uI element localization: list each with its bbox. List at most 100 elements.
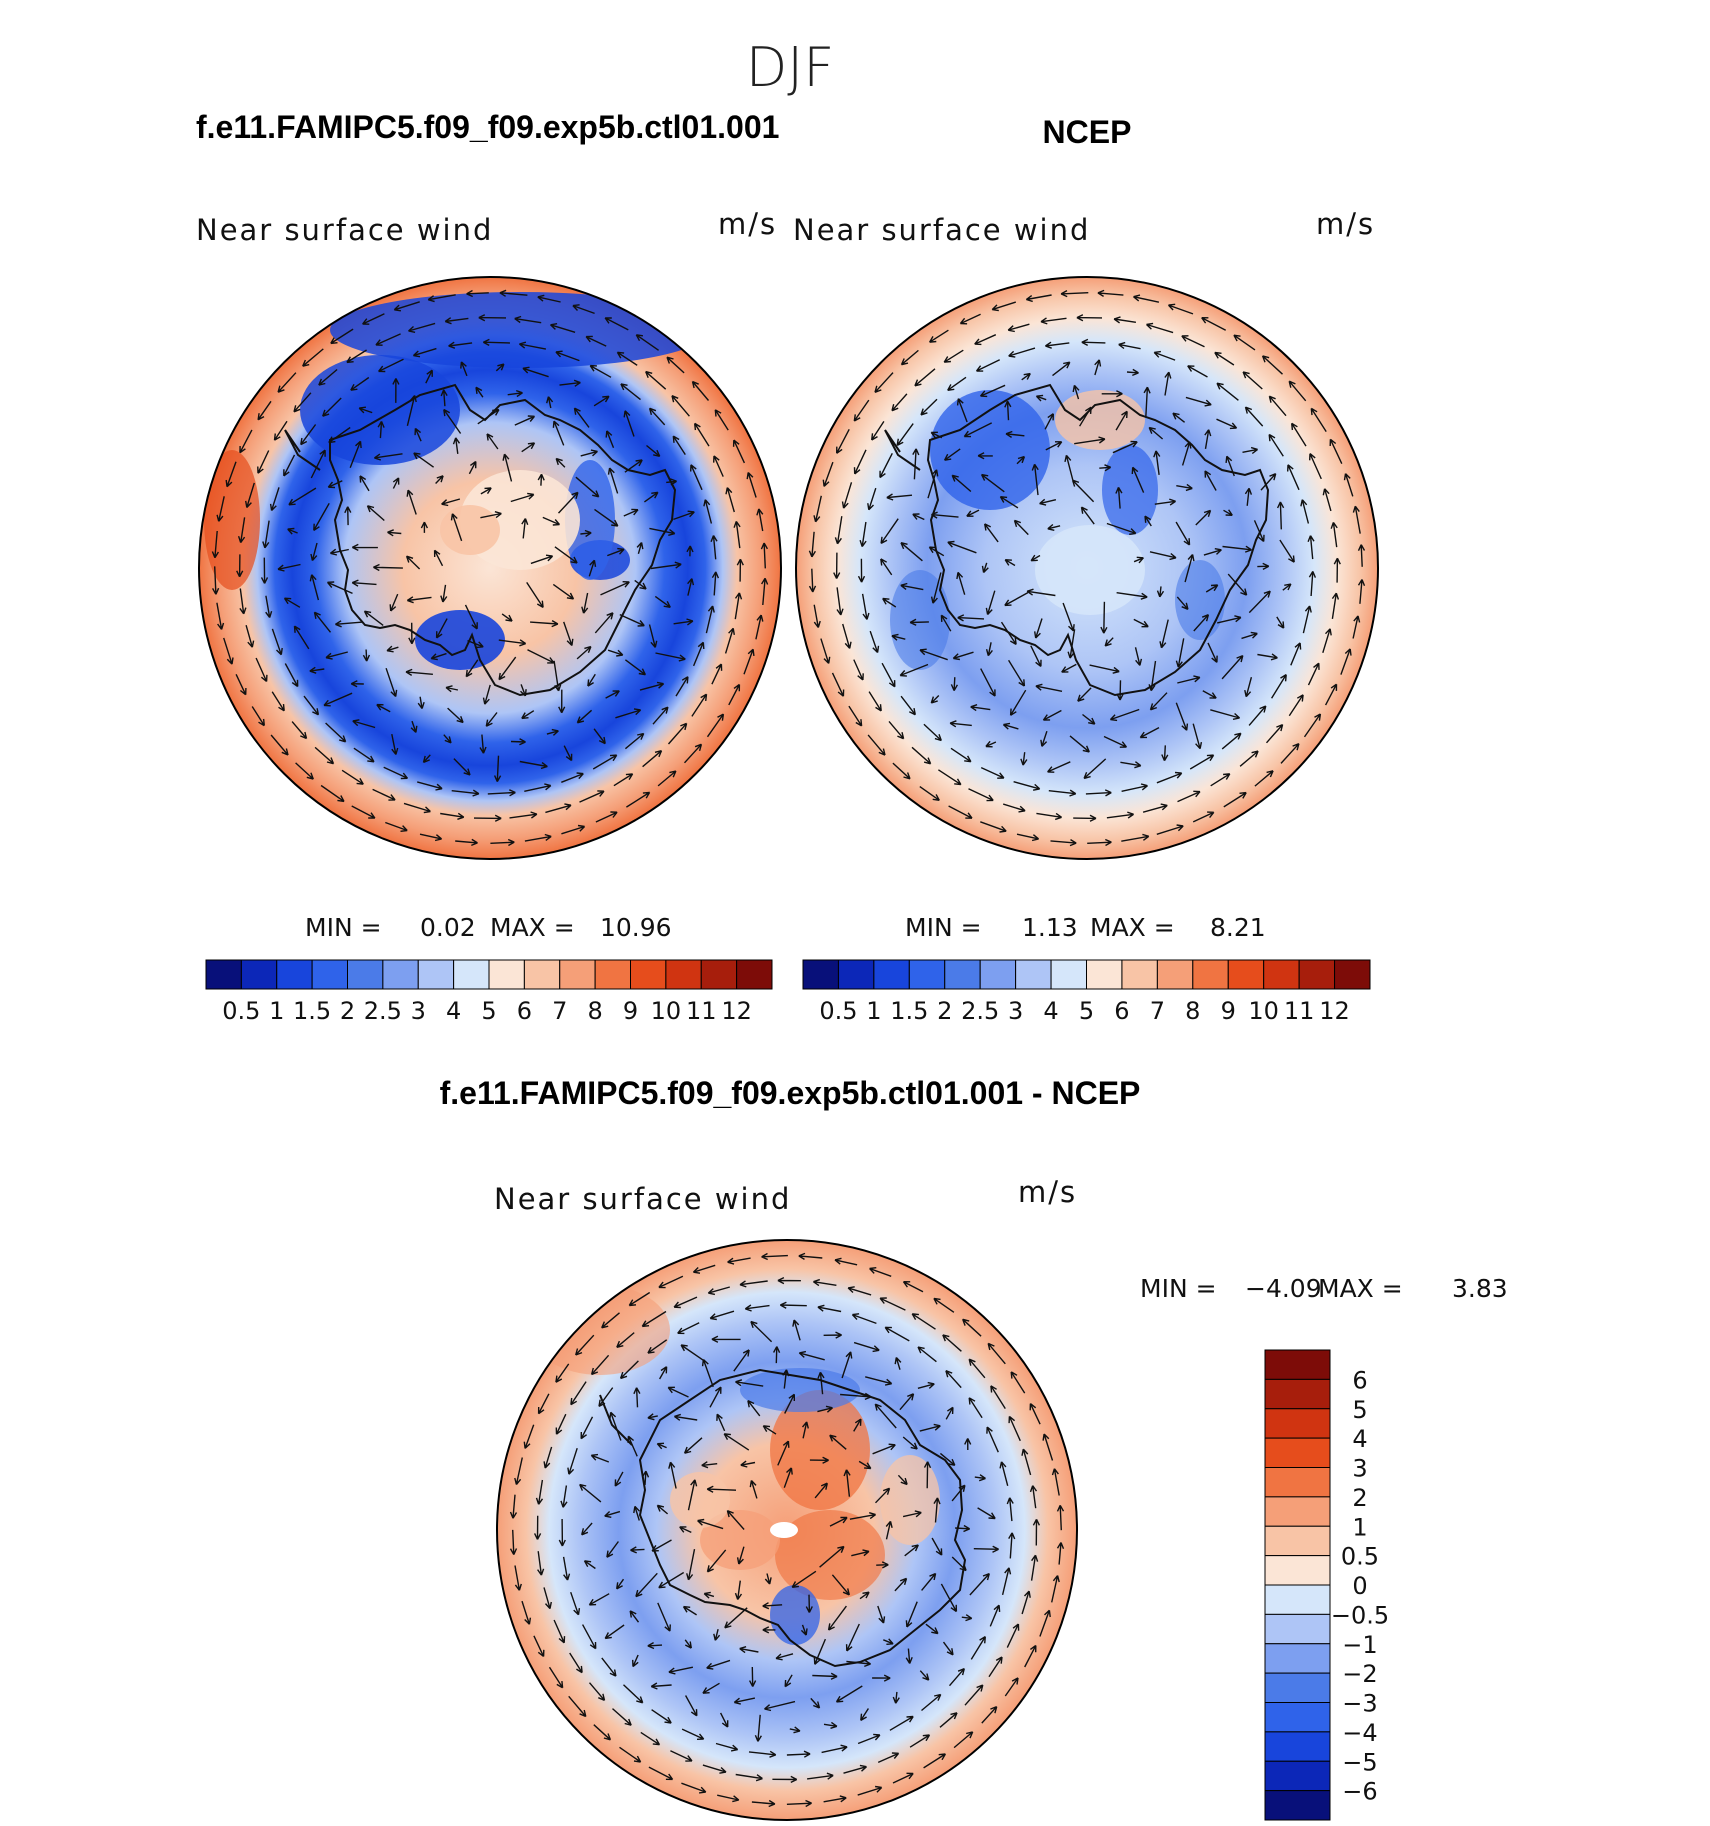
panel1-wind-arrow xyxy=(310,449,326,479)
panel2-wind-arrow xyxy=(1352,615,1361,639)
panel3-wind-arrow xyxy=(919,1423,941,1432)
panel3-wind-arrow xyxy=(633,1387,641,1408)
panel2-wind-arrow xyxy=(1149,692,1168,711)
panel1-wind-arrow xyxy=(387,529,402,537)
panel2-wind-arrow xyxy=(886,493,913,501)
panel1-wind-arrow xyxy=(482,684,491,705)
panel3-wind-arrow xyxy=(628,1291,651,1307)
panel3-wind-arrow xyxy=(1029,1485,1038,1509)
panel2-wind-arrow xyxy=(1109,708,1140,722)
panel1-stats: MIN = 0.02 MAX = 10.96 xyxy=(305,913,672,942)
panel2-colorbar-tick-label: 6 xyxy=(1114,997,1129,1025)
panel3-wind-arrow xyxy=(905,1648,913,1664)
panel1-wind-arrow xyxy=(452,437,461,454)
panel1-wind-arrow xyxy=(761,577,769,606)
panel2-wind-arrow xyxy=(1097,289,1124,297)
season-title: DJF xyxy=(746,36,835,99)
panel2-wind-arrow xyxy=(999,496,1019,509)
panel2-wind-arrow xyxy=(1040,317,1067,325)
panel3-wind-arrow xyxy=(849,1512,877,1520)
panel1-wind-arrow xyxy=(573,407,590,428)
panel3-wind-arrow xyxy=(883,1638,894,1645)
panel2-wind-arrow xyxy=(1282,583,1292,591)
panel2-wind-arrow xyxy=(1268,395,1287,417)
panel1-wind-arrow xyxy=(579,790,605,803)
panel3-wind-arrow xyxy=(939,1452,956,1466)
panel2-wind-arrow xyxy=(1192,723,1203,750)
panel2-wind-arrow xyxy=(1244,487,1253,506)
panel1-wind-arrow xyxy=(694,422,710,447)
panel3-wind-arrow xyxy=(670,1750,693,1762)
panel3-wind-arrow xyxy=(724,1607,748,1629)
panel3-colorbar-swatch xyxy=(1264,1496,1331,1527)
panel2-colorbar-swatch xyxy=(1050,959,1087,990)
panel1-wind-arrow xyxy=(327,480,343,489)
panel3-wind-arrow xyxy=(764,1700,796,1712)
panel3-wind-arrow xyxy=(656,1504,669,1515)
panel2-wind-arrow xyxy=(1254,770,1274,787)
panel1-wind-arrow xyxy=(518,341,547,350)
panel2-wind-arrow xyxy=(1020,752,1028,766)
panel1-wind-arrow xyxy=(646,444,661,457)
panel2-wind-arrow xyxy=(1016,833,1040,842)
panel3-wind-arrow xyxy=(640,1731,661,1746)
panel2-wind-arrow xyxy=(1189,754,1215,770)
panel1-wind-arrow xyxy=(626,791,651,808)
panel2-wind-arrow xyxy=(1016,455,1026,465)
panel2-wind-arrow xyxy=(966,509,980,517)
panel1-wind-arrow xyxy=(642,750,663,768)
panel3-wind-arrow xyxy=(569,1652,583,1674)
panel1-wind-arrow xyxy=(605,690,620,699)
panel3-blobs xyxy=(530,1285,940,1645)
panel1-wind-arrow xyxy=(405,555,421,570)
panel3-wind-arrow xyxy=(970,1636,986,1660)
panel3-wind-arrow xyxy=(945,1370,962,1389)
panel1-wind-arrow xyxy=(239,588,247,615)
panel3-stats: MIN = −4.09 MAX = 3.83 xyxy=(1140,1274,1508,1303)
panel3-wind-arrow xyxy=(874,1403,897,1429)
panel2-wind-arrow xyxy=(891,393,908,412)
panel3-wind-vectors xyxy=(509,1252,1065,1808)
panel3-wind-arrow xyxy=(614,1471,624,1487)
panel1-wind-arrow xyxy=(440,812,465,820)
panel2-wind-arrow xyxy=(979,384,1006,398)
panel3-wind-arrow xyxy=(817,1371,825,1395)
panel3-colorbar-tick-label: 1 xyxy=(1352,1513,1367,1541)
panel1-wind-arrow xyxy=(435,475,444,484)
panel1-colorbar-tick-label: 8 xyxy=(587,997,602,1025)
panel2-wind-arrow xyxy=(896,423,914,447)
panel3-wind-arrow xyxy=(707,1286,730,1296)
panel1-wind-arrow xyxy=(287,527,298,535)
panel1-wind-arrow xyxy=(310,542,318,562)
panel2-wind-arrow xyxy=(1077,687,1092,702)
panel1-wind-arrow xyxy=(521,518,529,539)
panel1-wind-arrow xyxy=(563,621,574,647)
panel3-wind-arrow xyxy=(523,1424,535,1449)
panel3-wind-arrow xyxy=(723,1433,750,1451)
panel3-wind-arrow xyxy=(805,1594,813,1613)
panel2-wind-arrow xyxy=(1106,811,1134,819)
panel2-wind-arrow xyxy=(1071,479,1095,503)
panel3-wind-arrow xyxy=(917,1346,937,1363)
panel3-wind-arrow xyxy=(829,1434,847,1450)
panel3-colorbar-tick-label: −0.5 xyxy=(1331,1601,1389,1629)
panel2-wind-arrow xyxy=(1074,436,1106,445)
panel1-wind-arrow xyxy=(589,364,612,378)
panel3-wind-arrow xyxy=(682,1605,697,1616)
panel3-wind-arrow xyxy=(798,1252,823,1260)
panel2-wind-arrow xyxy=(912,513,925,521)
panel1-colorbar-tick-label: 10 xyxy=(651,997,682,1025)
panel3-wind-arrow xyxy=(735,1773,763,1782)
panel2-wind-arrow xyxy=(1069,735,1090,753)
panel1-wind-arrow xyxy=(455,838,478,847)
panel3-wind-arrow xyxy=(791,1570,817,1588)
panel3-wind-arrow xyxy=(939,1712,958,1728)
panel2-wind-arrow xyxy=(882,597,897,608)
panel1-colorbar: 0.5 1 1.5 2 2.5 3 4 5 6 7 8 9 10 11 12 xyxy=(205,959,773,1025)
panel3-colorbar-tick-label: 0.5 xyxy=(1341,1543,1379,1571)
panel2-wind-arrow xyxy=(984,523,999,543)
panel2-wind-arrow xyxy=(1131,466,1145,493)
panel1-wind-arrow xyxy=(714,409,729,431)
panel3-wind-arrow xyxy=(1030,1554,1039,1581)
panel2-wind-arrow xyxy=(1061,663,1077,673)
